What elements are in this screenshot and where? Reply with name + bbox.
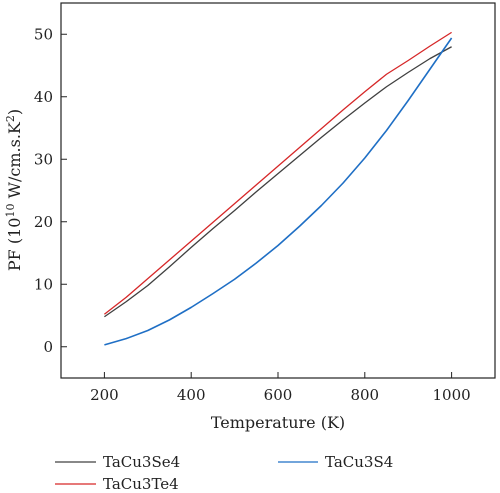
series-layer (104, 31, 453, 346)
legend: TaCu3Se4 TaCu3Te4 TaCu3S4 (55, 453, 393, 493)
y-tick-label: 10 (34, 275, 53, 293)
series-line-TaCu3Te4 (104, 31, 452, 315)
y-tick-label: 50 (34, 25, 53, 43)
x-tick-label: 1000 (433, 386, 471, 404)
y-tick-label: 30 (34, 150, 53, 168)
legend-label-2: TaCu3S4 (325, 453, 393, 471)
y-axis-title-base: PF (10 (5, 218, 24, 272)
y-axis-title: PF (1010 W/cm.s.K2) (4, 109, 24, 271)
y-axis-title-sup2: 2 (4, 115, 17, 122)
y-axis-title-mid: W/cm.s.K (5, 121, 24, 203)
x-axis-title: Temperature (K) (211, 413, 345, 432)
x-tick-label: 400 (177, 386, 206, 404)
series-line-TaCu3Se4 (104, 46, 452, 318)
x-tick-label: 800 (350, 386, 379, 404)
legend-label-1: TaCu3Te4 (103, 475, 179, 493)
x-tick-label: 200 (90, 386, 119, 404)
x-tick-label: 600 (264, 386, 293, 404)
y-axis-title-sup1: 10 (4, 204, 17, 218)
y-tick-label: 40 (34, 88, 53, 106)
legend-label-0: TaCu3Se4 (103, 453, 180, 471)
series-line-TaCu3S4 (104, 37, 453, 346)
y-tick-label: 20 (34, 213, 53, 231)
y-axis-ticks: 0 10 20 30 40 50 (34, 25, 67, 356)
x-axis-ticks: 200 400 600 800 1000 (90, 372, 471, 404)
y-tick-label: 0 (43, 338, 53, 356)
y-axis-title-end: ) (5, 109, 24, 115)
